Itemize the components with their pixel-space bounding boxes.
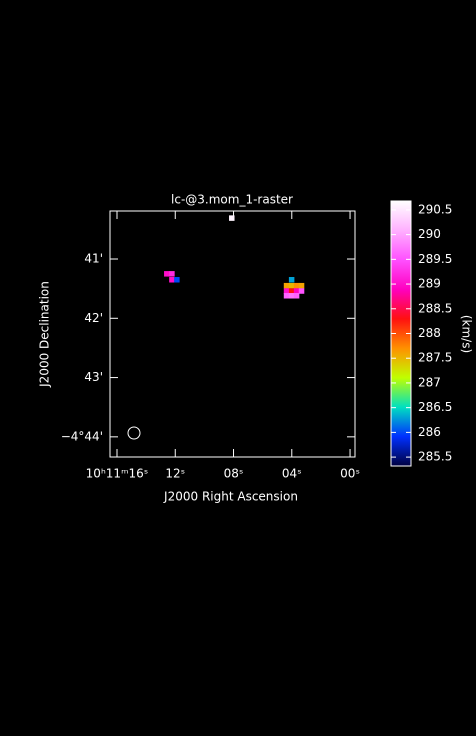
y-axis-label: J2000 Declination xyxy=(38,281,52,388)
x-tick-label: 10ʰ11ᵐ16ˢ xyxy=(86,467,149,481)
colorbar-tick-label: 290.5 xyxy=(418,202,452,216)
pixel xyxy=(164,271,170,277)
colorbar-tick-label: 290 xyxy=(418,227,441,241)
colorbar-tick-label: 288.5 xyxy=(418,301,452,315)
pixel xyxy=(169,277,175,283)
pixel xyxy=(169,271,175,277)
y-tick-label: 43' xyxy=(84,370,103,384)
colorbar-tick-label: 289 xyxy=(418,277,441,291)
pixel xyxy=(283,288,290,294)
x-tick-label: 12ˢ xyxy=(165,467,185,481)
y-tick-label: 41' xyxy=(84,252,103,266)
pixel xyxy=(283,293,290,299)
pixel xyxy=(298,282,305,289)
plot-frame xyxy=(109,210,356,458)
pixel xyxy=(288,288,295,294)
y-tick-label: 42' xyxy=(84,311,103,325)
x-tick-label: 08ˢ xyxy=(224,467,244,481)
pixel xyxy=(288,282,295,289)
x-tick-label: 04ˢ xyxy=(282,467,302,481)
pixel xyxy=(283,282,290,289)
pixel xyxy=(293,293,300,299)
x-axis-label: J2000 Right Ascension xyxy=(163,490,298,504)
colorbar-tick-label: 287.5 xyxy=(418,351,452,365)
x-tick-label: 00ˢ xyxy=(340,467,360,481)
colorbar-tick-label: 289.5 xyxy=(418,252,452,266)
y-tick-label: −4°44' xyxy=(61,429,103,443)
colorbar-tick-label: 286.5 xyxy=(418,400,452,414)
pixel xyxy=(298,288,305,294)
pixel xyxy=(288,277,295,283)
pixel xyxy=(288,293,295,299)
colorbar-label: (km/s) xyxy=(460,315,474,353)
chart-title: lc-@3.mom_1-raster xyxy=(171,193,293,207)
pixel xyxy=(293,282,300,289)
beam xyxy=(127,426,141,440)
pixel xyxy=(174,277,180,283)
colorbar-tick-label: 285.5 xyxy=(418,450,452,464)
colorbar-tick-label: 286 xyxy=(418,425,441,439)
pixel xyxy=(293,288,300,294)
colorbar-tick-label: 288 xyxy=(418,326,441,340)
colorbar-tick-label: 287 xyxy=(418,375,441,389)
pixel xyxy=(229,215,235,221)
